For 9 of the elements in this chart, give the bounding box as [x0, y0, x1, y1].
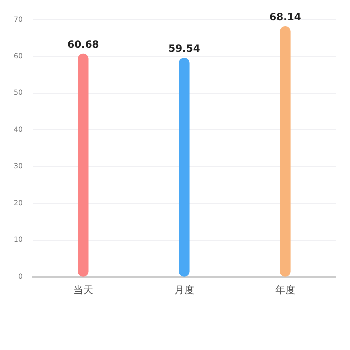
bar	[179, 58, 190, 277]
x-tick-label: 当天	[73, 284, 94, 297]
data-label: 60.68	[68, 40, 100, 51]
x-tick-label: 月度	[174, 284, 194, 297]
bar	[280, 26, 291, 277]
data-label: 68.14	[270, 12, 302, 24]
data-label: 59.54	[168, 44, 200, 55]
bar	[78, 54, 89, 277]
x-tick-label: 年度	[275, 284, 296, 297]
